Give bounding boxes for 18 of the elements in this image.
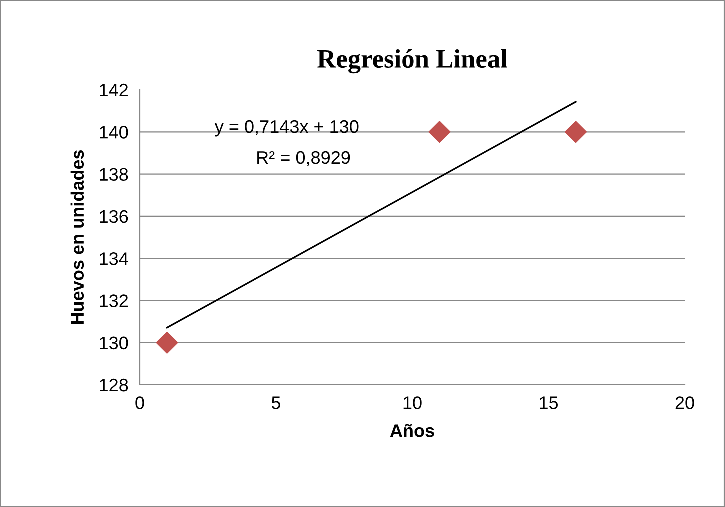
- y-axis-title: Huevos en unidades: [70, 150, 84, 324]
- y-tick-label: 142: [100, 84, 128, 97]
- x-tick-label: 10: [404, 396, 422, 410]
- y-tick-label: 132: [100, 294, 128, 308]
- y-tick-label: 136: [100, 210, 128, 224]
- y-tick-label: 128: [100, 378, 128, 392]
- annotation: y = 0,7143x + 130: [214, 120, 359, 137]
- chart-title: Regresión Lineal: [318, 49, 508, 74]
- x-axis-title: Años: [390, 424, 434, 438]
- x-tick-label: 0: [136, 396, 144, 410]
- x-tick-label: 15: [540, 396, 558, 410]
- x-tick-label: 20: [676, 396, 694, 410]
- x-tick-label: 5: [272, 396, 281, 410]
- y-tick-label: 130: [100, 336, 128, 350]
- annotation: R² = 0,8929: [258, 151, 350, 166]
- y-tick-label: 140: [100, 126, 128, 139]
- y-tick-label: 134: [100, 252, 128, 266]
- y-tick-label: 138: [100, 168, 128, 182]
